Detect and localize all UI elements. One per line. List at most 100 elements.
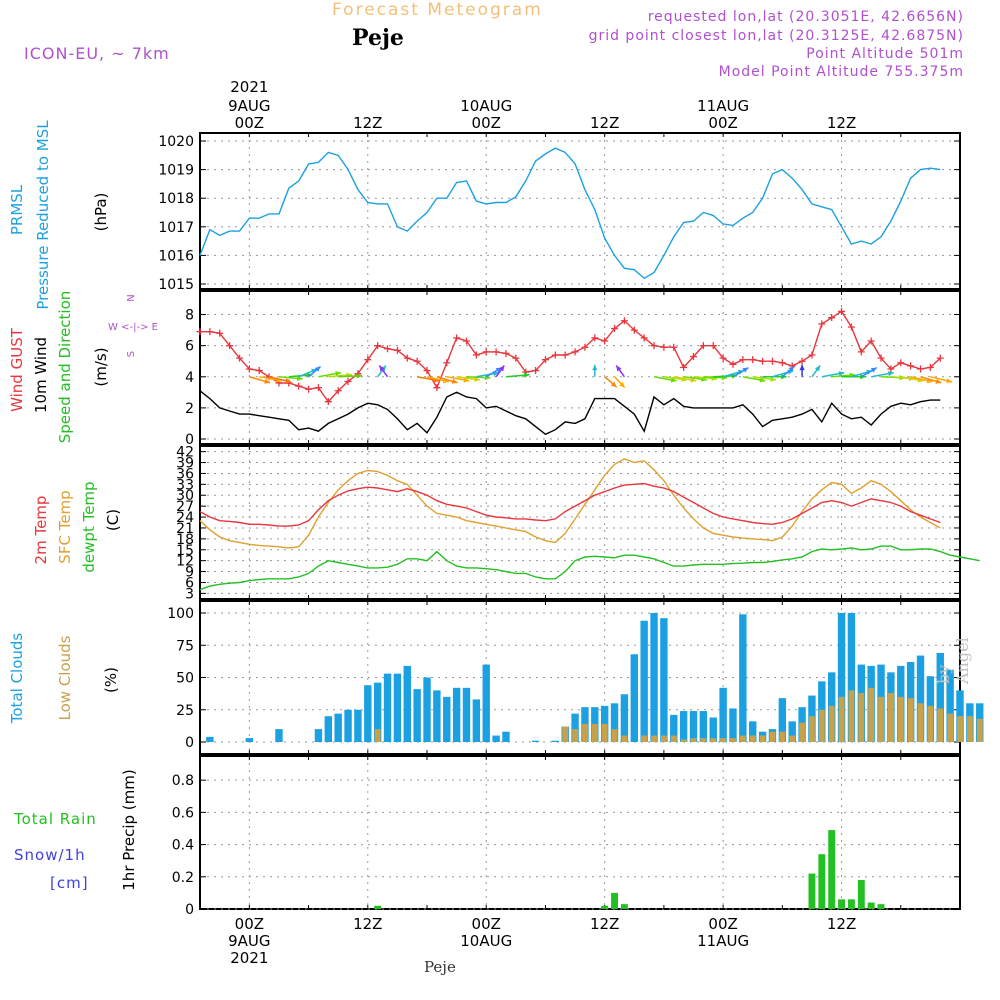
gust-marker (334, 387, 342, 395)
wind-arrow-head (935, 378, 942, 384)
low-cloud-bar (374, 729, 381, 742)
temp-2m-line (199, 482, 941, 527)
clouds-ytick-label: 75 (176, 638, 194, 654)
wind-arrow-head (799, 364, 805, 371)
temperature-ytick-label: 30 (176, 488, 194, 504)
wind-gust-line (200, 310, 941, 403)
low-cloud-bar (769, 731, 776, 742)
precipitation-ytick-label: 0 (185, 902, 194, 918)
gust-marker (917, 365, 925, 373)
gust-marker (798, 357, 806, 365)
gust-marker (907, 362, 915, 370)
gust-marker (255, 367, 263, 375)
gust-marker (630, 326, 638, 334)
gust-marker (472, 351, 480, 359)
low-cloud-bar (828, 705, 835, 742)
total-cloud-label: Total Clouds (8, 633, 26, 725)
gust-marker (640, 334, 648, 342)
temp-dew-label: dewpt Temp (80, 481, 98, 572)
compass-rose: N W <-|-> E S (108, 294, 158, 357)
wind-arrow-head (523, 372, 530, 378)
gust-marker (403, 354, 411, 362)
low-cloud-bar (917, 703, 924, 742)
gust-marker (620, 317, 628, 325)
low-cloud-bar (838, 696, 845, 742)
wind-gust-label: Wind GUST (8, 327, 26, 412)
low-cloud-bar (670, 735, 677, 742)
precipitation-ytick-label: 0.8 (172, 773, 194, 789)
gust-marker (344, 377, 352, 385)
total-cloud-bar (245, 738, 254, 742)
total-cloud-bar (916, 655, 925, 742)
rain-bar (601, 905, 609, 909)
temp-sfc-label: SFC Temp (56, 490, 74, 563)
grid-point-coords: grid point closest lon,lat (20.3125E, 42… (588, 28, 964, 44)
total-cloud-bar (275, 729, 283, 742)
top-time-label: 9AUG (228, 97, 270, 115)
gust-marker (443, 359, 451, 367)
wind-arrow-head (887, 371, 894, 377)
gust-marker (551, 351, 559, 359)
wind-arrow-head (379, 365, 385, 372)
wind-ytick-label: 6 (185, 339, 194, 355)
top-time-label: 10AUG (460, 97, 512, 115)
clouds-ytick-label: 100 (167, 606, 194, 622)
rain-bar (877, 904, 885, 909)
top-time-label: 00Z (472, 114, 501, 132)
gust-marker (216, 329, 224, 337)
gust-marker (482, 348, 490, 356)
gust-marker (384, 345, 392, 353)
low-cloud-bar (907, 698, 914, 742)
gust-marker (591, 334, 599, 342)
total-cloud-bar (364, 685, 372, 742)
temp-2m-label: 2m Temp (32, 496, 50, 565)
gust-marker (867, 337, 875, 345)
low-cloud-bar (897, 696, 904, 742)
total-cloud-bar (443, 696, 451, 742)
total-cloud-bar (334, 713, 342, 742)
gust-marker (305, 385, 313, 393)
temperature-ytick-label: 3 (185, 586, 194, 602)
rain-bar (611, 892, 618, 909)
compass-n: N (126, 294, 137, 301)
footer-location: Peje (424, 958, 456, 976)
low-cloud-bar (976, 718, 983, 742)
bottom-time-label: 11AUG (697, 932, 749, 950)
total-cloud-bar (719, 687, 727, 742)
gust-marker (502, 349, 510, 357)
gust-marker (690, 353, 698, 361)
low-cloud-bar (572, 729, 578, 742)
precipitation-frame (199, 755, 961, 910)
compass-s: S (126, 351, 137, 357)
low-cloud-bar (710, 738, 717, 742)
wind-unit-label: (m/s) (92, 347, 110, 386)
point-altitude: Point Altitude 501m (806, 46, 964, 62)
total-cloud-bar (946, 669, 954, 742)
total-cloud-bar (413, 689, 421, 742)
total-cloud-bar (699, 711, 708, 742)
low-cloud-bar (868, 687, 875, 742)
gust-marker (492, 348, 500, 356)
wind-arrow-head (770, 376, 776, 382)
gust-marker (601, 337, 609, 345)
wind-speed-line (199, 390, 941, 436)
gust-marker (413, 357, 421, 365)
gust-marker (877, 354, 885, 362)
wind-ytick-label: 0 (185, 432, 194, 448)
wind-arrow-head (814, 365, 821, 372)
total-cloud-bar (373, 682, 382, 742)
wind-arrow-head (356, 373, 363, 379)
pressure-unit-label: (hPa) (92, 193, 110, 232)
low-cloud-bar (848, 690, 855, 742)
low-cloud-bar (641, 735, 648, 742)
gust-marker (926, 363, 934, 371)
low-cloud-bar (799, 722, 805, 742)
chart-title: Forecast Meteogram (332, 0, 543, 20)
gust-marker (364, 356, 372, 364)
pressure-ytick-label: 1018 (158, 191, 194, 207)
total-cloud-bar (739, 614, 747, 742)
low-cloud-bar (927, 705, 934, 742)
gust-marker (719, 354, 727, 362)
gust-marker (768, 357, 776, 365)
